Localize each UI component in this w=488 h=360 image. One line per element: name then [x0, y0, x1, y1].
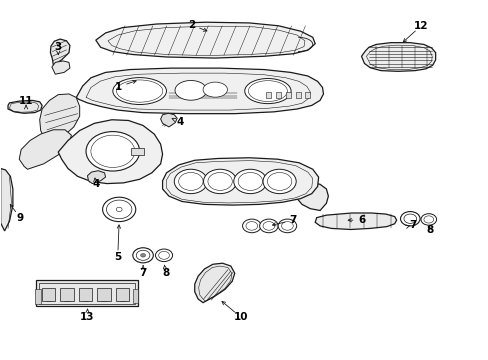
Ellipse shape	[263, 169, 296, 194]
Ellipse shape	[102, 197, 136, 222]
Text: 8: 8	[162, 267, 169, 278]
Ellipse shape	[259, 219, 278, 233]
Bar	[133, 289, 138, 303]
Text: 7: 7	[289, 215, 296, 225]
Ellipse shape	[242, 219, 261, 233]
Ellipse shape	[203, 169, 236, 194]
Bar	[116, 288, 129, 301]
Polygon shape	[76, 68, 323, 114]
Polygon shape	[194, 263, 234, 303]
Text: 13: 13	[80, 312, 95, 322]
Text: 10: 10	[233, 312, 247, 322]
Bar	[41, 288, 55, 301]
Polygon shape	[315, 213, 396, 229]
Ellipse shape	[86, 132, 140, 171]
Polygon shape	[0, 168, 13, 231]
Ellipse shape	[244, 78, 290, 104]
Bar	[266, 92, 271, 98]
Polygon shape	[361, 42, 435, 71]
Text: 8: 8	[426, 225, 432, 235]
Polygon shape	[19, 130, 71, 169]
Text: 5: 5	[114, 252, 121, 262]
Ellipse shape	[400, 212, 419, 226]
Bar	[276, 92, 281, 98]
Text: 4: 4	[92, 179, 99, 189]
Text: 11: 11	[19, 96, 33, 106]
Polygon shape	[87, 171, 105, 184]
Bar	[36, 280, 138, 306]
Polygon shape	[58, 120, 162, 184]
Ellipse shape	[174, 169, 207, 194]
Polygon shape	[40, 94, 80, 145]
Text: 4: 4	[176, 117, 183, 127]
Text: 12: 12	[413, 21, 427, 31]
Polygon shape	[295, 183, 328, 211]
Ellipse shape	[133, 248, 153, 263]
Bar	[305, 92, 310, 98]
Ellipse shape	[203, 82, 227, 97]
Bar	[285, 92, 290, 98]
Polygon shape	[160, 113, 177, 127]
Polygon shape	[8, 100, 42, 113]
Ellipse shape	[233, 169, 266, 194]
Polygon shape	[50, 39, 70, 65]
Bar	[131, 148, 143, 155]
Polygon shape	[96, 22, 315, 58]
Bar	[97, 288, 111, 301]
Text: 3: 3	[55, 42, 61, 51]
Ellipse shape	[141, 253, 145, 257]
Polygon shape	[52, 61, 70, 74]
Text: 6: 6	[357, 215, 365, 225]
Bar	[60, 288, 74, 301]
Text: 7: 7	[408, 220, 416, 230]
Ellipse shape	[420, 214, 436, 225]
Bar	[79, 288, 92, 301]
Ellipse shape	[113, 78, 166, 104]
Ellipse shape	[155, 249, 172, 262]
Ellipse shape	[175, 81, 206, 100]
Bar	[39, 283, 135, 304]
Bar	[35, 289, 41, 304]
Ellipse shape	[278, 219, 296, 233]
Text: 1: 1	[115, 82, 122, 92]
Text: 9: 9	[17, 213, 24, 222]
Text: 7: 7	[139, 267, 146, 278]
Text: 2: 2	[188, 20, 195, 30]
Polygon shape	[162, 158, 318, 205]
Bar	[295, 92, 300, 98]
